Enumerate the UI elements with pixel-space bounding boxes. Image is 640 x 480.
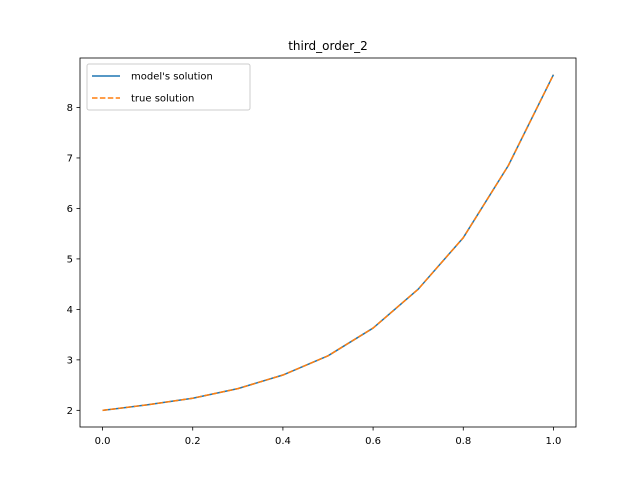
y-tick-label: 7 bbox=[67, 153, 73, 164]
legend-box bbox=[86, 63, 251, 111]
legend-label-2: true solution bbox=[131, 94, 194, 105]
y-tick-label: 6 bbox=[67, 204, 73, 215]
x-tick-label: 0.2 bbox=[185, 436, 201, 447]
y-tick-label: 4 bbox=[67, 305, 73, 316]
x-tick-label: 0.4 bbox=[275, 436, 291, 447]
plot-area: 0.0 0.2 0.4 0.6 0.8 1.0 2 3 4 5 6 7 8 bbox=[67, 57, 577, 447]
x-tick-label: 1.0 bbox=[546, 436, 562, 447]
legend-label-1: model's solution bbox=[131, 72, 213, 83]
series-line-2 bbox=[102, 74, 555, 412]
y-tick-label: 5 bbox=[67, 254, 73, 265]
axes-frame bbox=[79, 57, 577, 428]
chart-title: third_order_2 bbox=[288, 39, 368, 53]
x-tick-label: 0.0 bbox=[95, 436, 111, 447]
x-tick-label: 0.8 bbox=[455, 436, 471, 447]
y-tick-label: 8 bbox=[67, 103, 73, 114]
y-tick-label: 3 bbox=[67, 355, 73, 366]
y-tick-label: 2 bbox=[67, 406, 73, 417]
x-tick-label: 0.6 bbox=[365, 436, 381, 447]
legend: model's solution true solution bbox=[86, 63, 251, 111]
